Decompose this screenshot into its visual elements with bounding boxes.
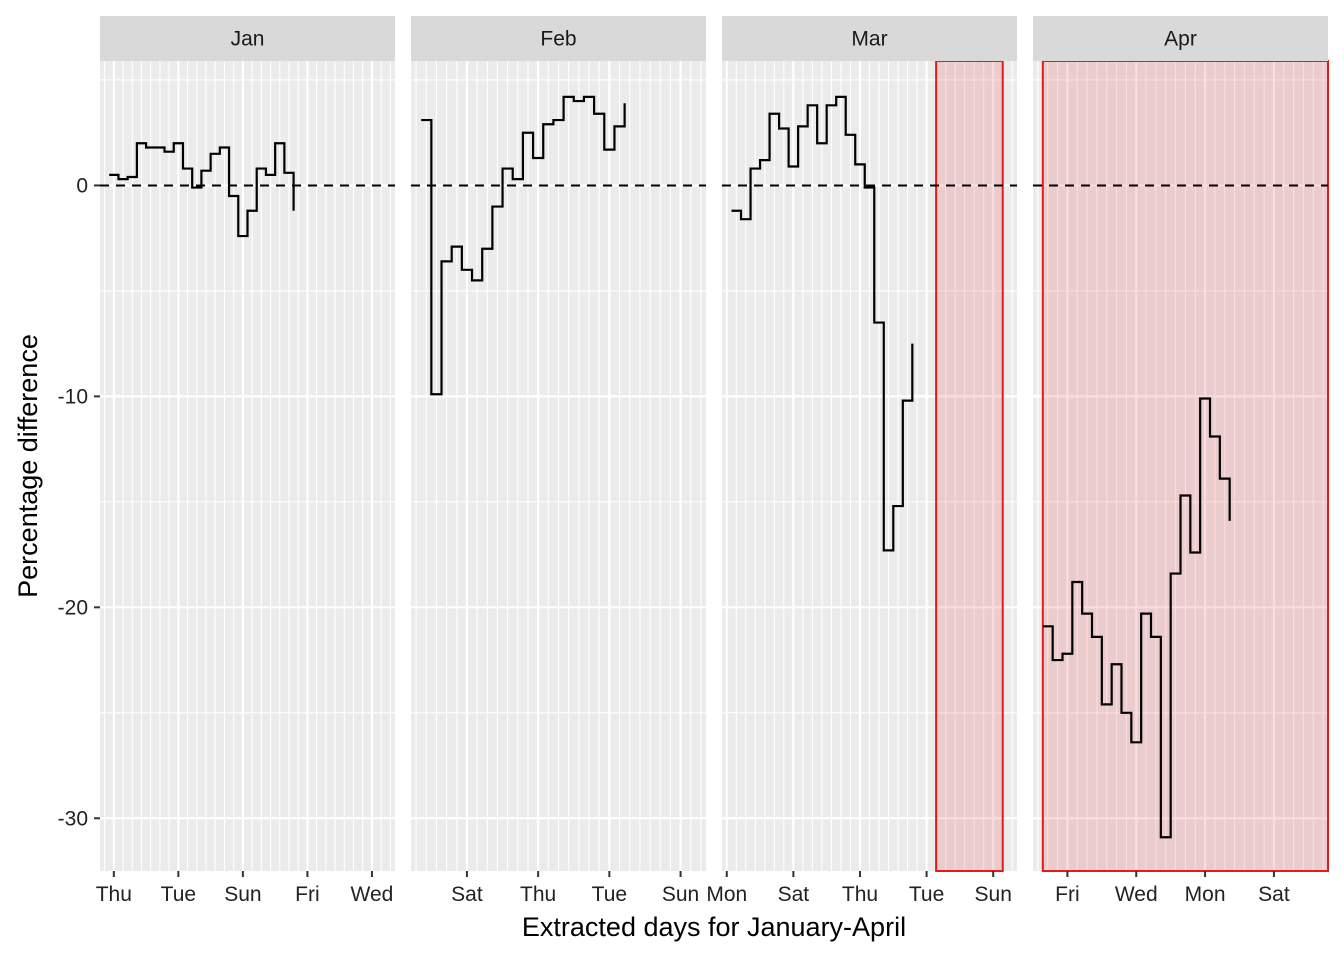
x-tick-label: Thu bbox=[96, 883, 132, 906]
x-axis-title: Extracted days for January-April bbox=[522, 912, 906, 942]
facet-strip bbox=[100, 16, 395, 61]
facet-label: Apr bbox=[1164, 28, 1197, 51]
series-step-line bbox=[1042, 397, 1231, 839]
y-tick-label: -10 bbox=[58, 385, 88, 408]
series-step-line bbox=[731, 95, 914, 552]
x-tick-label: Fri bbox=[295, 883, 320, 906]
highlight-region bbox=[1041, 60, 1330, 872]
panel-background bbox=[100, 61, 395, 871]
facet-label: Mar bbox=[851, 28, 887, 51]
x-tick-label: Sat bbox=[451, 883, 483, 906]
x-tick-label: Wed bbox=[1115, 883, 1158, 906]
y-tick-label: -20 bbox=[58, 596, 88, 619]
facet-strip bbox=[722, 16, 1017, 61]
highlight-region bbox=[935, 60, 1004, 872]
y-tick-label: 0 bbox=[76, 174, 88, 197]
panel-feb: Feb Sat Thu Tue Sun bbox=[411, 16, 706, 906]
x-tick-label: Sat bbox=[1258, 883, 1290, 906]
x-tick-label: Mon bbox=[706, 883, 747, 906]
panel-apr: Apr Fri Wed Mon Sat bbox=[1033, 16, 1330, 906]
series-step-line bbox=[109, 142, 295, 238]
x-tick-label: Wed bbox=[351, 883, 394, 906]
x-tick-label: Tue bbox=[909, 883, 944, 906]
series-step-line bbox=[421, 95, 626, 396]
x-tick-label: Sun bbox=[662, 883, 699, 906]
y-axis: 0 -10 -20 -30 bbox=[58, 174, 100, 830]
x-tick-label: Tue bbox=[592, 883, 627, 906]
x-tick-label: Thu bbox=[842, 883, 878, 906]
x-tick-label: Sat bbox=[778, 883, 810, 906]
x-tick-label: Thu bbox=[520, 883, 556, 906]
panel-jan: Jan Thu Tue Sun Fri Wed bbox=[96, 16, 395, 906]
x-tick-label: Sun bbox=[975, 883, 1012, 906]
facet-strip bbox=[1033, 16, 1328, 61]
x-tick-label: Sun bbox=[224, 883, 261, 906]
panel-background bbox=[1033, 61, 1328, 871]
x-tick-label: Mon bbox=[1185, 883, 1226, 906]
x-tick-label: Fri bbox=[1055, 883, 1080, 906]
x-tick-label: Tue bbox=[161, 883, 196, 906]
y-axis-title: Percentage difference bbox=[13, 334, 43, 598]
facet-label: Feb bbox=[540, 28, 576, 51]
panels: Jan Thu Tue Sun Fri Wed Feb Sat Thu Tue Sun Mar Mon S… bbox=[96, 16, 1330, 906]
y-tick-label: -30 bbox=[58, 807, 88, 830]
facet-strip bbox=[411, 16, 706, 61]
panel-mar: Mar Mon Sat Thu Tue Sun bbox=[706, 16, 1017, 906]
facet-label: Jan bbox=[231, 28, 265, 51]
